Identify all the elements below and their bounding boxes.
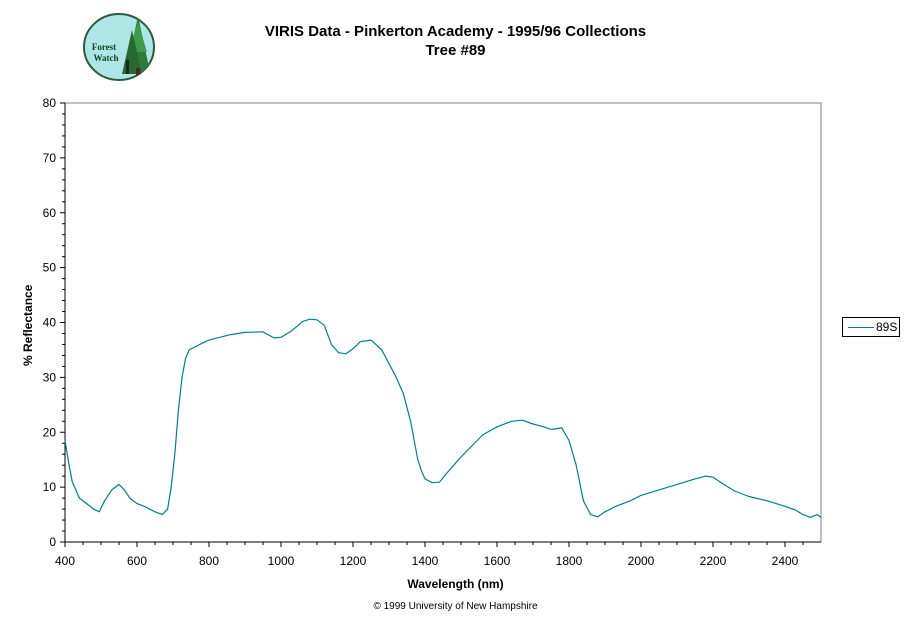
- y-tick-label: 40: [43, 316, 57, 330]
- x-tick-label: 1600: [484, 554, 511, 568]
- y-tick-label: 10: [43, 480, 57, 494]
- y-tick-label: 30: [43, 370, 57, 384]
- y-tick-label: 20: [43, 425, 57, 439]
- y-tick-label: 0: [49, 535, 56, 549]
- y-tick-label: 60: [43, 206, 57, 220]
- x-tick-label: 2000: [628, 554, 655, 568]
- y-tick-label: 50: [43, 261, 57, 275]
- x-tick-label: 1200: [340, 554, 367, 568]
- y-tick-label: 80: [43, 96, 57, 110]
- legend: 89S: [842, 317, 900, 337]
- chart-title: VIRIS Data - Pinkerton Academy - 1995/96…: [0, 22, 911, 60]
- chart-title-line1: VIRIS Data - Pinkerton Academy - 1995/96…: [264, 23, 647, 40]
- legend-swatch: [848, 327, 874, 328]
- x-tick-label: 1000: [268, 554, 295, 568]
- series-line-89S: [64, 318, 822, 518]
- x-tick-label: 2400: [772, 554, 799, 568]
- logo-text-watch: Watch: [93, 53, 118, 63]
- x-tick-label: 1800: [556, 554, 583, 568]
- y-axis-label: % Reflectance: [21, 284, 35, 366]
- x-axis-label: Wavelength (nm): [407, 577, 504, 591]
- legend-label: 89S: [876, 320, 898, 334]
- x-tick-label: 400: [55, 554, 75, 568]
- chart-title-line2: Tree #89: [425, 42, 486, 59]
- copyright-text: © 1999 University of New Hampshire: [373, 601, 538, 612]
- forest-watch-logo: Forest Watch: [83, 13, 155, 81]
- x-tick-label: 800: [199, 554, 219, 568]
- y-tick-label: 70: [43, 151, 57, 165]
- x-tick-label: 1400: [412, 554, 439, 568]
- x-tick-label: 600: [127, 554, 147, 568]
- x-tick-label: 2200: [700, 554, 727, 568]
- logo-text-forest: Forest: [92, 42, 116, 52]
